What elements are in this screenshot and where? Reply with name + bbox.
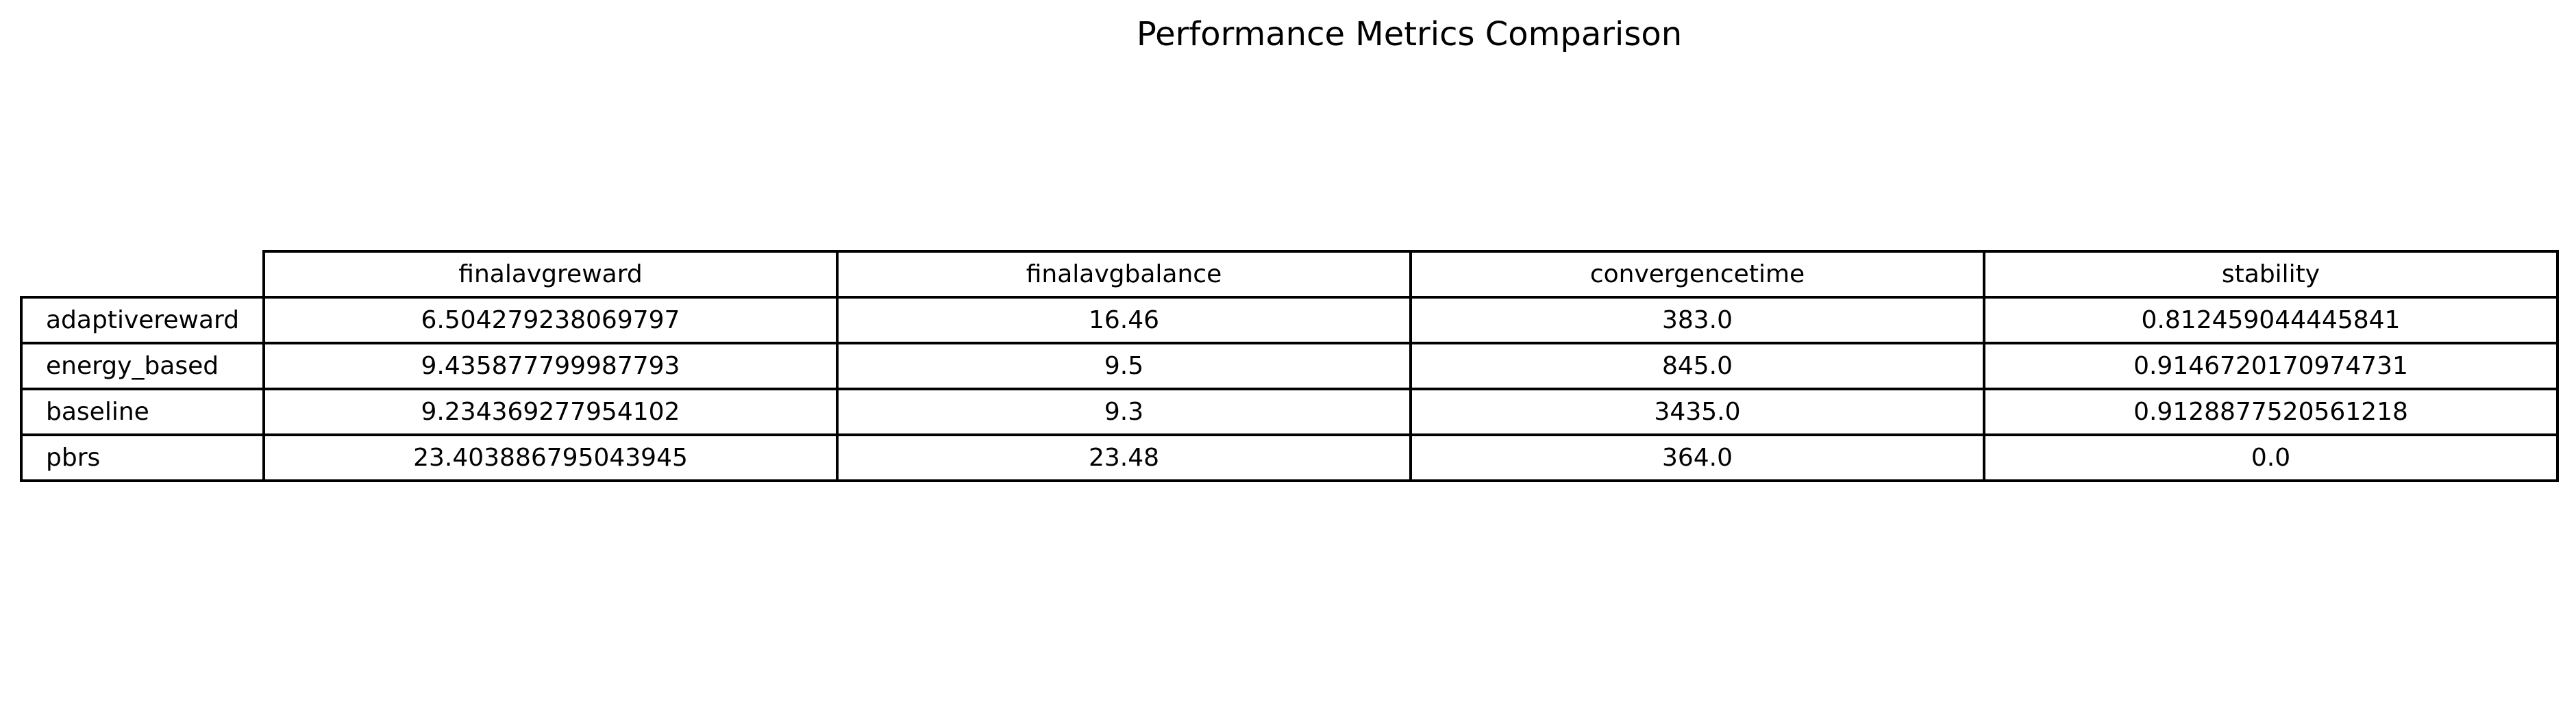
row-label: energy_based bbox=[20, 342, 265, 390]
table-header-row: finalavgreward finalavgbalance convergence… bbox=[21, 250, 2559, 299]
table-row: pbrs 23.403886795043945 23.48 364.0 0.0 bbox=[20, 433, 2559, 482]
table-cell: 6.504279238069797 bbox=[262, 296, 839, 344]
table-row: energy_based 9.435877799987793 9.5 845.0 0.9… bbox=[20, 342, 2559, 390]
table-corner-cell bbox=[21, 251, 264, 297]
row-label: baseline bbox=[20, 388, 265, 436]
chart-title: Performance Metrics Comparison bbox=[1136, 15, 1683, 53]
table-cell: 0.9146720170974731 bbox=[1983, 342, 2559, 390]
table-cell: 9.5 bbox=[836, 342, 1412, 390]
table-cell: 0.0 bbox=[1983, 433, 2559, 482]
table-cell: 16.46 bbox=[836, 296, 1412, 344]
table-cell: 364.0 bbox=[1409, 433, 1985, 482]
column-header: finalavgbalance bbox=[836, 250, 1412, 299]
table-cell: 0.9128877520561218 bbox=[1983, 388, 2559, 436]
table-cell: 23.48 bbox=[836, 433, 1412, 482]
column-header: stability bbox=[1983, 250, 2559, 299]
metrics-table: finalavgreward finalavgbalance convergence… bbox=[20, 250, 2559, 482]
row-label: adaptivereward bbox=[20, 296, 265, 344]
row-label: pbrs bbox=[20, 433, 265, 482]
table-cell: 3435.0 bbox=[1409, 388, 1985, 436]
table-cell: 9.3 bbox=[836, 388, 1412, 436]
table-cell: 9.234369277954102 bbox=[262, 388, 839, 436]
table-cell: 0.812459044445841 bbox=[1983, 296, 2559, 344]
table-cell: 9.435877799987793 bbox=[262, 342, 839, 390]
table-row: baseline 9.234369277954102 9.3 3435.0 0.9128… bbox=[20, 388, 2559, 436]
table-cell: 845.0 bbox=[1409, 342, 1985, 390]
column-header: finalavgreward bbox=[262, 250, 839, 299]
column-header: convergencetime bbox=[1409, 250, 1985, 299]
table-cell: 23.403886795043945 bbox=[262, 433, 839, 482]
table-cell: 383.0 bbox=[1409, 296, 1985, 344]
table-row: adaptivereward 6.504279238069797 16.46 383.… bbox=[20, 296, 2559, 344]
